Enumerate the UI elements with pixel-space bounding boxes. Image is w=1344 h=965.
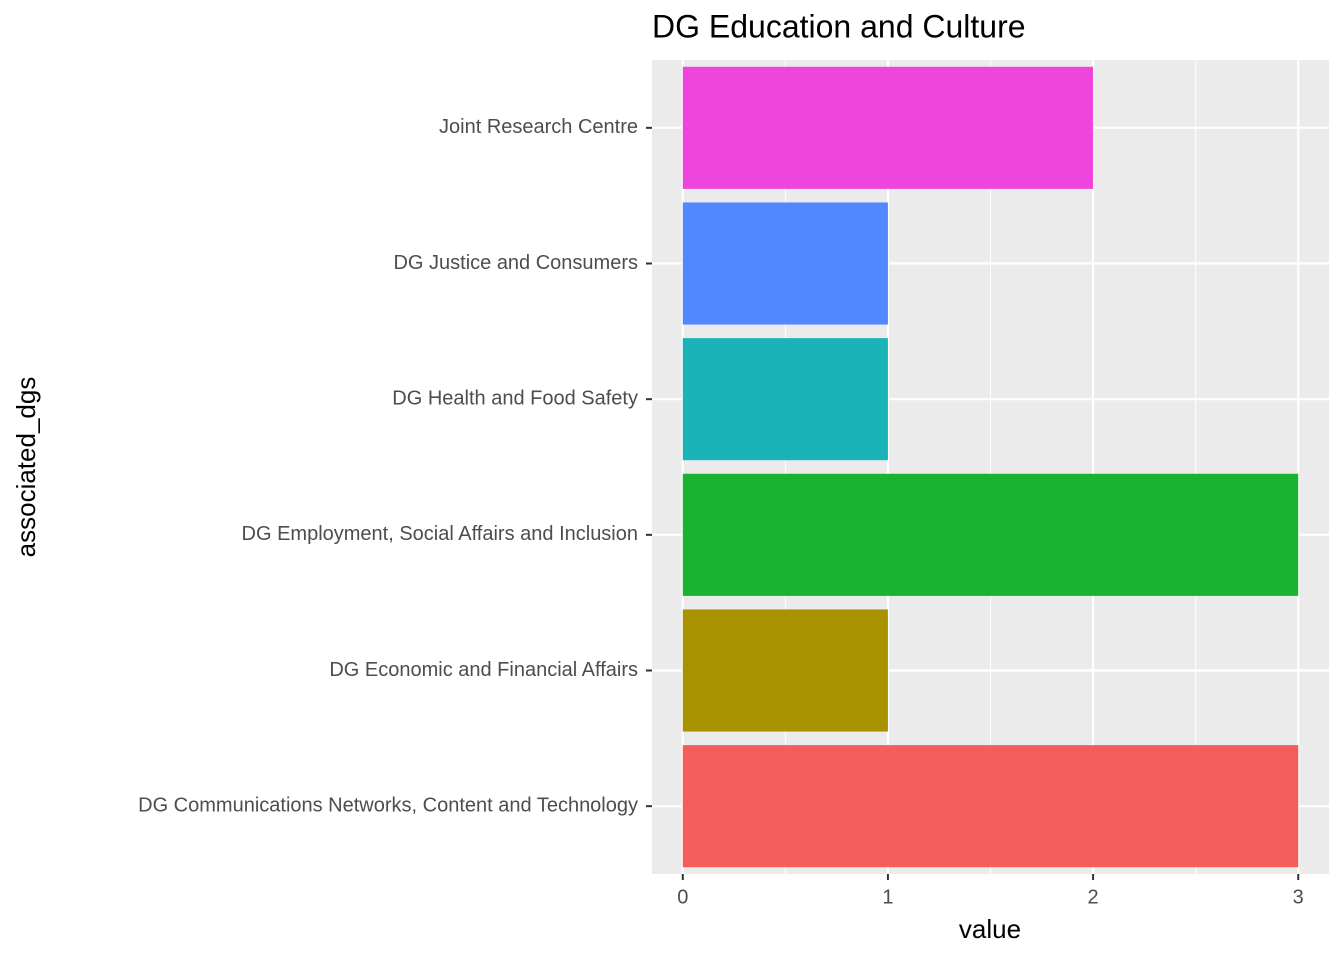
y-axis-title: associated_dgs <box>11 377 41 558</box>
bar <box>682 745 1299 868</box>
y-tick-label: DG Health and Food Safety <box>392 387 638 409</box>
bar <box>682 338 888 461</box>
bar <box>682 609 888 732</box>
x-tick-label: 1 <box>882 886 893 908</box>
bar <box>682 66 1094 189</box>
y-tick-label: DG Economic and Financial Affairs <box>329 659 638 681</box>
y-tick-label: DG Justice and Consumers <box>393 252 638 274</box>
x-tick-label: 2 <box>1088 886 1099 908</box>
x-tick-label: 0 <box>677 886 688 908</box>
x-axis-title: value <box>959 914 1021 944</box>
y-tick-label: Joint Research Centre <box>439 116 638 138</box>
bar <box>682 473 1299 596</box>
x-tick-label: 3 <box>1293 886 1304 908</box>
y-tick-label: DG Employment, Social Affairs and Inclus… <box>242 523 638 545</box>
bar <box>682 202 888 325</box>
chart-title: DG Education and Culture <box>652 8 1026 44</box>
y-tick-label: DG Communications Networks, Content and … <box>138 794 638 816</box>
